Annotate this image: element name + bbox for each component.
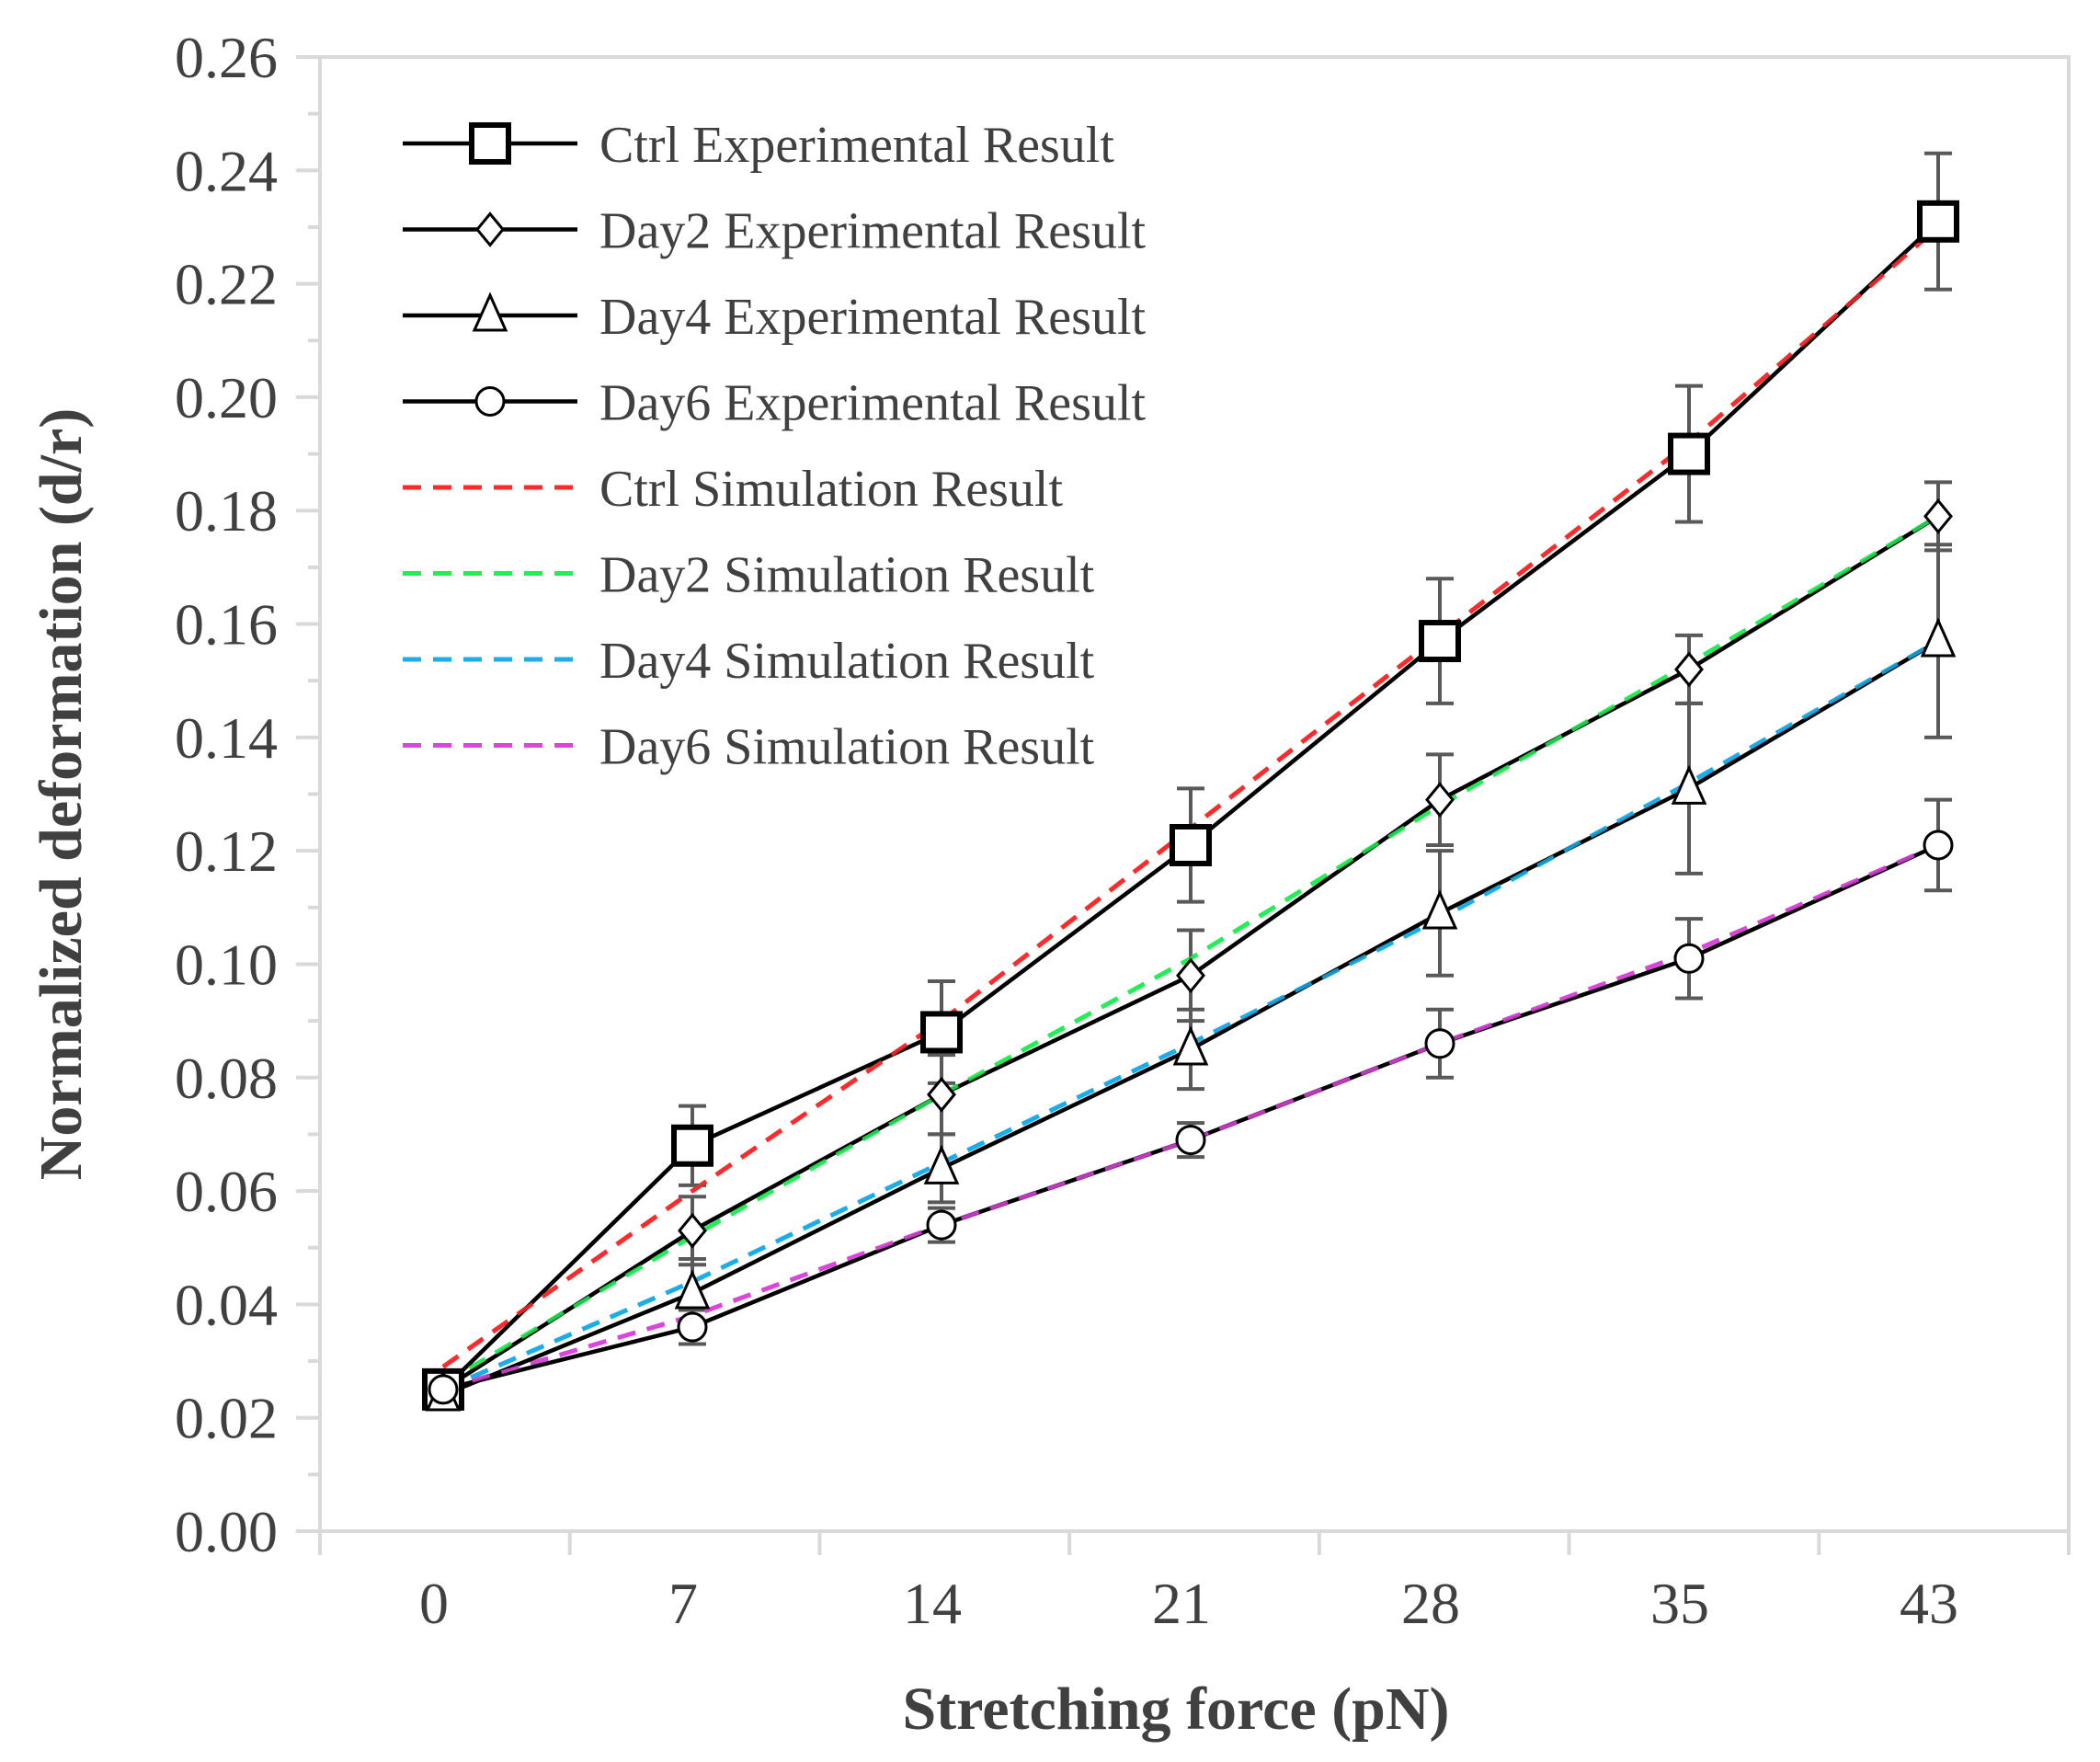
day6-experimental-result-point <box>1923 830 1954 861</box>
ctrl-experimental-result-point <box>1170 823 1212 866</box>
x-tick-label: 0 <box>419 1571 449 1636</box>
legend-item-day2-simulation-result: Day2 Simulation Result <box>403 547 1095 604</box>
legend-item-day4-experimental-result: Day4 Experimental Result <box>403 289 1147 346</box>
legend-marker <box>469 122 511 165</box>
y-tick-label: 0.08 <box>175 1046 278 1111</box>
day4-experimental-result-point <box>1671 764 1707 805</box>
x-axis: 0 7 14 21 28 35 43 <box>318 1529 2071 1636</box>
legend-label: Day2 Experimental Result <box>599 203 1147 260</box>
y-tick-label: 0.20 <box>175 365 278 430</box>
y-tick-label: 0.00 <box>175 1499 278 1564</box>
ctrl-experimental-result-point <box>1419 620 1461 663</box>
ctrl-experimental-result-point <box>920 1011 963 1054</box>
legend-label: Day6 Simulation Result <box>599 719 1095 776</box>
legend-marker <box>472 292 508 332</box>
y-tick-label: 0.02 <box>175 1386 278 1451</box>
x-tick-label: 28 <box>1401 1571 1460 1636</box>
legend-item-ctrl-experimental-result: Ctrl Experimental Result <box>403 117 1114 174</box>
day2-experimental-result-point <box>1425 782 1455 818</box>
legend-item-day4-simulation-result: Day4 Simulation Result <box>403 633 1095 690</box>
x-tick-label: 14 <box>903 1571 962 1636</box>
x-tick-label: 21 <box>1152 1571 1211 1636</box>
legend-label: Day6 Experimental Result <box>599 375 1147 432</box>
y-tick-label: 0.06 <box>175 1159 278 1224</box>
legend-marker <box>474 386 506 417</box>
day2-experimental-result-point <box>678 1212 707 1249</box>
legend-label: Day4 Experimental Result <box>599 289 1147 346</box>
legend-item-day2-experimental-result: Day2 Experimental Result <box>403 203 1147 260</box>
x-axis-title: Stretching force (pN) <box>902 1676 1449 1743</box>
ctrl-experimental-result-point <box>1917 200 1959 243</box>
day2-experimental-result-point <box>927 1076 956 1113</box>
ctrl-experimental-result-point <box>671 1124 713 1167</box>
y-tick-label: 0.18 <box>175 478 278 543</box>
y-tick-label: 0.10 <box>175 932 278 997</box>
legend-label: Ctrl Simulation Result <box>599 461 1063 518</box>
legend-item-ctrl-simulation-result: Ctrl Simulation Result <box>403 461 1063 518</box>
x-tick-label: 7 <box>668 1571 698 1636</box>
legend-label: Day4 Simulation Result <box>599 633 1095 690</box>
day4-experimental-result-point <box>1421 889 1458 930</box>
day6-experimental-result-point <box>1175 1125 1206 1156</box>
day6-experimental-result-point <box>677 1311 708 1343</box>
y-tick-label: 0.14 <box>175 705 278 771</box>
day6-experimental-result-point <box>1424 1028 1455 1059</box>
day4-experimental-result-point <box>1920 617 1957 658</box>
y-axis: 0.00 0.02 0.04 0.06 0.08 0.10 0.12 0.14 0.16 0.18… <box>175 25 322 1564</box>
day2-experimental-result-point <box>1923 498 1953 534</box>
x-tick-label: 43 <box>1900 1571 1958 1636</box>
day4-experimental-result-point <box>674 1269 711 1310</box>
day2-experimental-result-point <box>1674 651 1704 688</box>
day6-experimental-result-point <box>428 1374 459 1405</box>
y-tick-label: 0.16 <box>175 592 278 658</box>
y-tick-label: 0.04 <box>175 1272 278 1337</box>
legend-item-day6-simulation-result: Day6 Simulation Result <box>403 719 1095 776</box>
legend: Ctrl Experimental Result Day2 Experimenta… <box>403 117 1147 776</box>
x-tick-label: 35 <box>1650 1571 1709 1636</box>
day6-experimental-result-point <box>1673 943 1705 974</box>
y-tick-label: 0.12 <box>175 818 278 884</box>
legend-marker <box>475 212 505 247</box>
day4-experimental-result-point <box>1172 1025 1209 1066</box>
legend-label: Ctrl Experimental Result <box>599 117 1114 174</box>
legend-item-day6-experimental-result: Day6 Experimental Result <box>403 375 1147 432</box>
y-tick-label: 0.24 <box>175 138 278 203</box>
day4-experimental-result-point <box>923 1144 960 1184</box>
y-tick-label: 0.22 <box>175 252 278 317</box>
data-markers <box>422 200 1959 1412</box>
day6-experimental-result-point <box>926 1209 957 1241</box>
y-axis-title: Normalized deformation (d/r) <box>28 408 95 1180</box>
ctrl-experimental-result-point <box>1668 432 1710 475</box>
legend-label: Day2 Simulation Result <box>599 547 1095 604</box>
y-tick-label: 0.26 <box>175 25 278 90</box>
day2-experimental-result-point <box>1176 957 1205 994</box>
